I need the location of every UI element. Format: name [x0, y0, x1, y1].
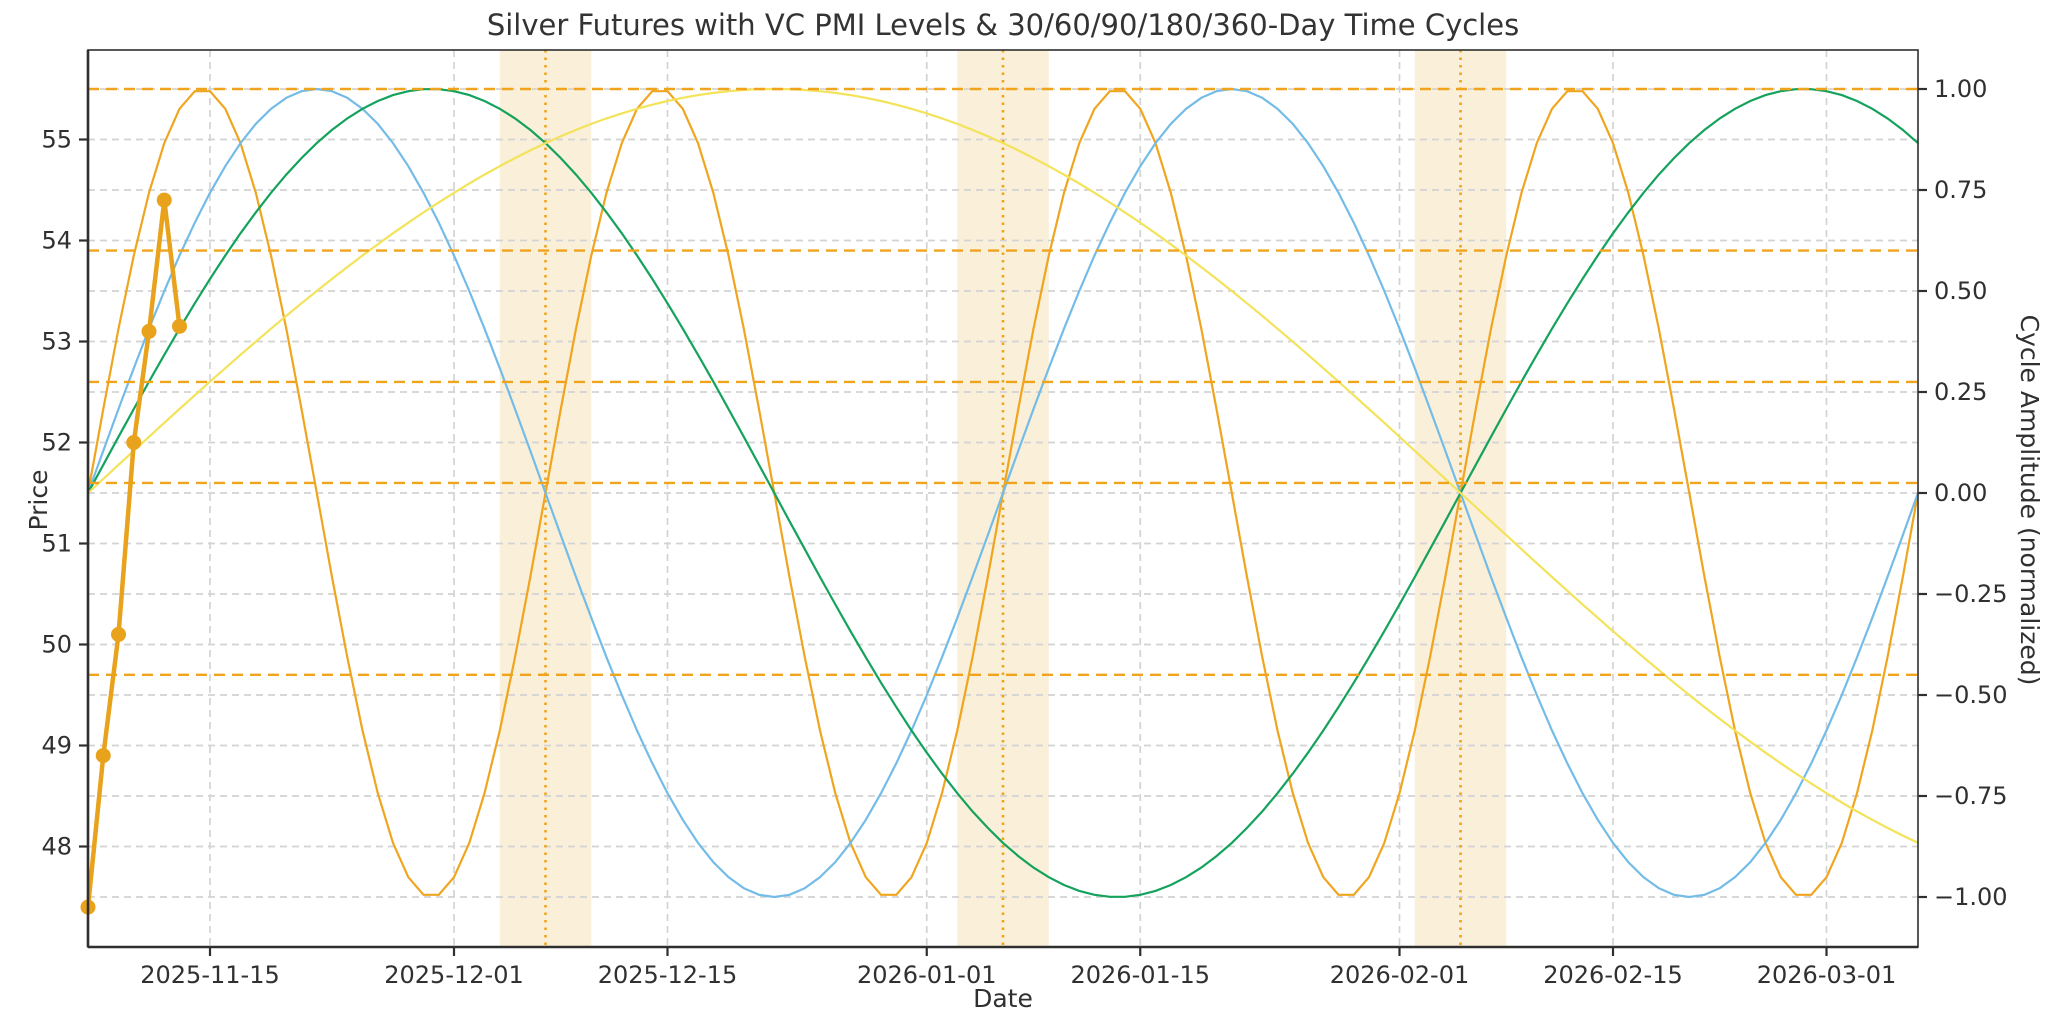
price-marker	[95, 748, 111, 764]
y-axis-label-price: Price	[24, 469, 53, 531]
y-left-tick-label: 51	[41, 530, 72, 558]
price-line	[85, 197, 182, 908]
y-right-tick-label: 0.75	[1934, 176, 1987, 204]
x-tick-label: 2025-12-15	[598, 961, 737, 989]
y-left-tick-label: 54	[41, 227, 72, 255]
y-right-tick-label: −0.75	[1934, 782, 2008, 810]
y-left-tick-label: 49	[41, 732, 72, 760]
y-left-tick-label: 53	[41, 328, 72, 356]
y-right-tick-label: −0.50	[1934, 681, 2008, 709]
y-left-tick-label: 52	[41, 429, 72, 457]
x-tick-label: 2026-02-01	[1330, 961, 1469, 989]
y-left-tick-label: 55	[41, 126, 72, 154]
y-left-tick-label: 48	[41, 833, 72, 861]
90-day-cycle	[87, 88, 1919, 898]
y-right-tick-label: 0.50	[1934, 277, 1987, 305]
price-marker	[126, 435, 142, 450]
x-tick-label: 2025-11-15	[140, 961, 279, 989]
180-day-cycle	[87, 87, 1919, 844]
x-tick-label: 2026-02-15	[1543, 961, 1682, 989]
y-right-tick-label: 0.00	[1934, 479, 1987, 507]
60-day-cycle	[86, 87, 1920, 899]
price-marker	[111, 626, 126, 642]
y-right-tick-label: −1.00	[1934, 883, 2008, 911]
price-marker	[141, 323, 157, 339]
price-marker	[156, 192, 172, 208]
y-left-tick-label: 50	[41, 631, 72, 659]
x-tick-label: 2025-12-01	[384, 961, 523, 989]
x-tick-label: 2026-01-01	[857, 961, 996, 989]
y-right-tick-label: 1.00	[1934, 75, 1987, 103]
y-axis-label-cycle-amplitude: Cycle Amplitude (normalized)	[2015, 314, 2044, 686]
x-tick-label: 2026-01-15	[1071, 961, 1210, 989]
chart-title: Silver Futures with VC PMI Levels & 30/6…	[486, 8, 1520, 42]
y-right-tick-label: 0.25	[1934, 378, 1987, 406]
x-axis-label-date: Date	[973, 984, 1033, 1013]
y-right-tick-label: −0.25	[1934, 580, 2008, 608]
x-tick-label: 2026-03-01	[1757, 961, 1896, 989]
price-marker	[172, 318, 187, 334]
